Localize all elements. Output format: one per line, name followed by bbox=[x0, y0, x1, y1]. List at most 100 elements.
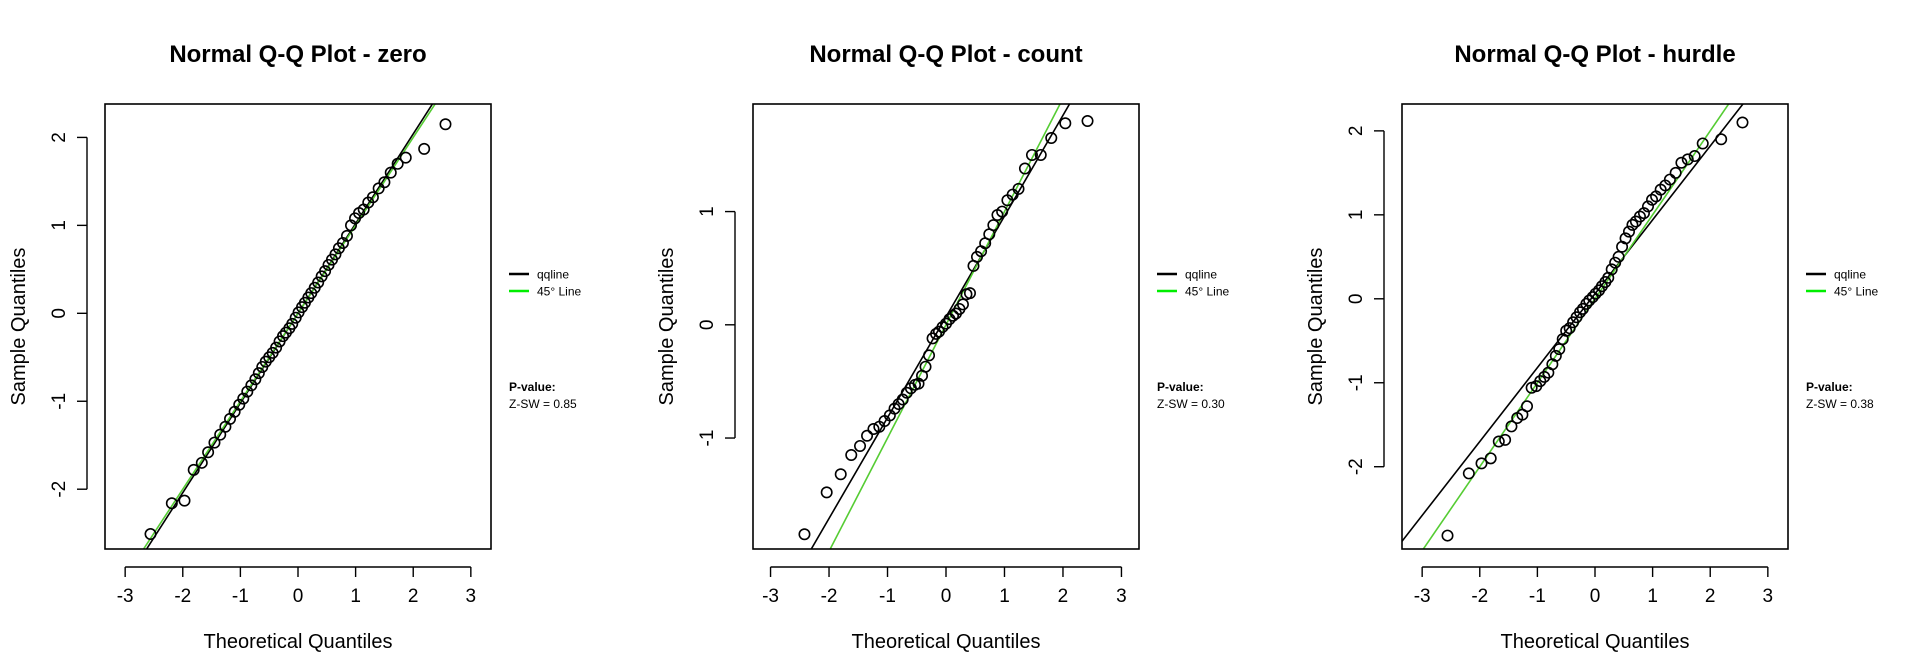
data-point bbox=[1681, 153, 1694, 166]
data-point bbox=[340, 229, 353, 242]
data-point bbox=[1669, 166, 1682, 179]
data-point bbox=[1059, 117, 1072, 130]
x-tick-label: -2 bbox=[174, 586, 191, 607]
data-point bbox=[378, 176, 391, 189]
data-point bbox=[845, 449, 858, 462]
data-point bbox=[936, 321, 949, 334]
data-point bbox=[930, 327, 943, 340]
data-point bbox=[1045, 131, 1058, 144]
data-point bbox=[418, 142, 431, 155]
data-point bbox=[1462, 467, 1475, 480]
data-point bbox=[384, 166, 397, 179]
y-tick-label: 1 bbox=[697, 206, 718, 217]
data-point bbox=[798, 528, 811, 541]
x-tick-label: 1 bbox=[350, 586, 361, 607]
data-point bbox=[1081, 114, 1094, 127]
data-point bbox=[1034, 148, 1047, 161]
data-point bbox=[1534, 375, 1547, 388]
data-point bbox=[391, 157, 404, 170]
data-point bbox=[1619, 232, 1632, 245]
data-point bbox=[1589, 287, 1602, 300]
data-point bbox=[1626, 218, 1639, 231]
data-point bbox=[241, 385, 254, 398]
data-point bbox=[165, 497, 178, 510]
data-point bbox=[1637, 207, 1650, 220]
data-point bbox=[987, 219, 1000, 232]
y-tick-label: 1 bbox=[1346, 210, 1367, 221]
x-tick-label: -1 bbox=[1529, 586, 1546, 607]
legend-label: qqline bbox=[1185, 268, 1217, 282]
y-tick-label: -2 bbox=[49, 481, 70, 498]
pvalue-text: Z-SW = 0.85 bbox=[509, 397, 577, 411]
data-point bbox=[963, 287, 976, 300]
data-point bbox=[178, 494, 191, 507]
chart-title: Normal Q-Q Plot - hurdle bbox=[1454, 41, 1735, 68]
chart-title: Normal Q-Q Plot - zero bbox=[169, 41, 426, 68]
x-tick-label: 2 bbox=[1705, 586, 1716, 607]
data-point bbox=[252, 367, 265, 380]
data-point bbox=[1538, 370, 1551, 383]
qq-panel-1: Normal Q-Q Plot - zero -3 -2 -1 0 1 2 3 Theoreti… bbox=[8, 41, 581, 653]
y-tick-label: 0 bbox=[49, 308, 70, 319]
pvalue-heading: P-value: bbox=[1806, 380, 1853, 394]
pvalue-heading: P-value: bbox=[509, 380, 556, 394]
data-point bbox=[439, 118, 452, 131]
data-point bbox=[1715, 133, 1728, 146]
x-tick-label: -3 bbox=[117, 586, 134, 607]
data-point bbox=[1484, 452, 1497, 465]
data-point bbox=[1586, 291, 1599, 304]
data-point bbox=[187, 463, 200, 476]
legend-label: qqline bbox=[1834, 268, 1866, 282]
y-axis-label: Sample Quantiles bbox=[8, 248, 30, 406]
data-point bbox=[1642, 200, 1655, 213]
data-point bbox=[202, 446, 215, 459]
data-point bbox=[867, 422, 880, 435]
data-point bbox=[277, 330, 290, 343]
x-tick-label: -1 bbox=[879, 586, 896, 607]
x-axis-label: Theoretical Quantiles bbox=[204, 631, 393, 653]
data-point bbox=[366, 191, 379, 204]
data-point bbox=[1736, 116, 1749, 129]
data-point bbox=[1549, 349, 1562, 362]
plot-frame bbox=[1401, 103, 1789, 550]
x-tick-label: 3 bbox=[1763, 586, 1774, 607]
x-tick-label: 1 bbox=[999, 586, 1010, 607]
data-point bbox=[1499, 433, 1512, 446]
data-point bbox=[1609, 256, 1622, 269]
data-point bbox=[249, 373, 262, 386]
x-tick-label: 2 bbox=[408, 586, 419, 607]
x-tick-label: -1 bbox=[232, 586, 249, 607]
y-tick-label: -1 bbox=[1346, 374, 1367, 391]
x-tick-label: -2 bbox=[821, 586, 838, 607]
x-tick-label: -3 bbox=[762, 586, 779, 607]
y-tick-label: 0 bbox=[1346, 294, 1367, 305]
data-point bbox=[947, 309, 960, 322]
y-tick-label: 2 bbox=[1346, 126, 1367, 137]
data-point bbox=[1622, 225, 1635, 238]
plot-frame bbox=[104, 103, 492, 550]
x-tick-label: 3 bbox=[466, 586, 477, 607]
x-tick-label: -2 bbox=[1471, 586, 1488, 607]
x-tick-label: 2 bbox=[1058, 586, 1069, 607]
qqline bbox=[810, 104, 1071, 549]
qq-panel-3: Normal Q-Q Plot - hurdle -3 -2 -1 0 1 2 3 Theore… bbox=[1305, 41, 1878, 653]
x-axis-label: Theoretical Quantiles bbox=[852, 631, 1041, 653]
data-point bbox=[1505, 420, 1518, 433]
data-point bbox=[1563, 322, 1576, 335]
data-point bbox=[1492, 435, 1505, 448]
data-point bbox=[1696, 137, 1709, 150]
data-point bbox=[319, 265, 332, 278]
data-point bbox=[896, 393, 909, 406]
data-point bbox=[1025, 148, 1038, 161]
data-point bbox=[270, 341, 283, 354]
data-point bbox=[208, 436, 221, 449]
data-point bbox=[923, 349, 936, 362]
y-axis-label: Sample Quantiles bbox=[1305, 248, 1327, 406]
x-tick-label: 0 bbox=[293, 586, 304, 607]
y-tick-label: -1 bbox=[697, 430, 718, 447]
legend-label: 45° Line bbox=[1834, 285, 1878, 299]
y-tick-label: -1 bbox=[49, 393, 70, 410]
data-point bbox=[861, 429, 874, 442]
data-point bbox=[399, 151, 412, 164]
